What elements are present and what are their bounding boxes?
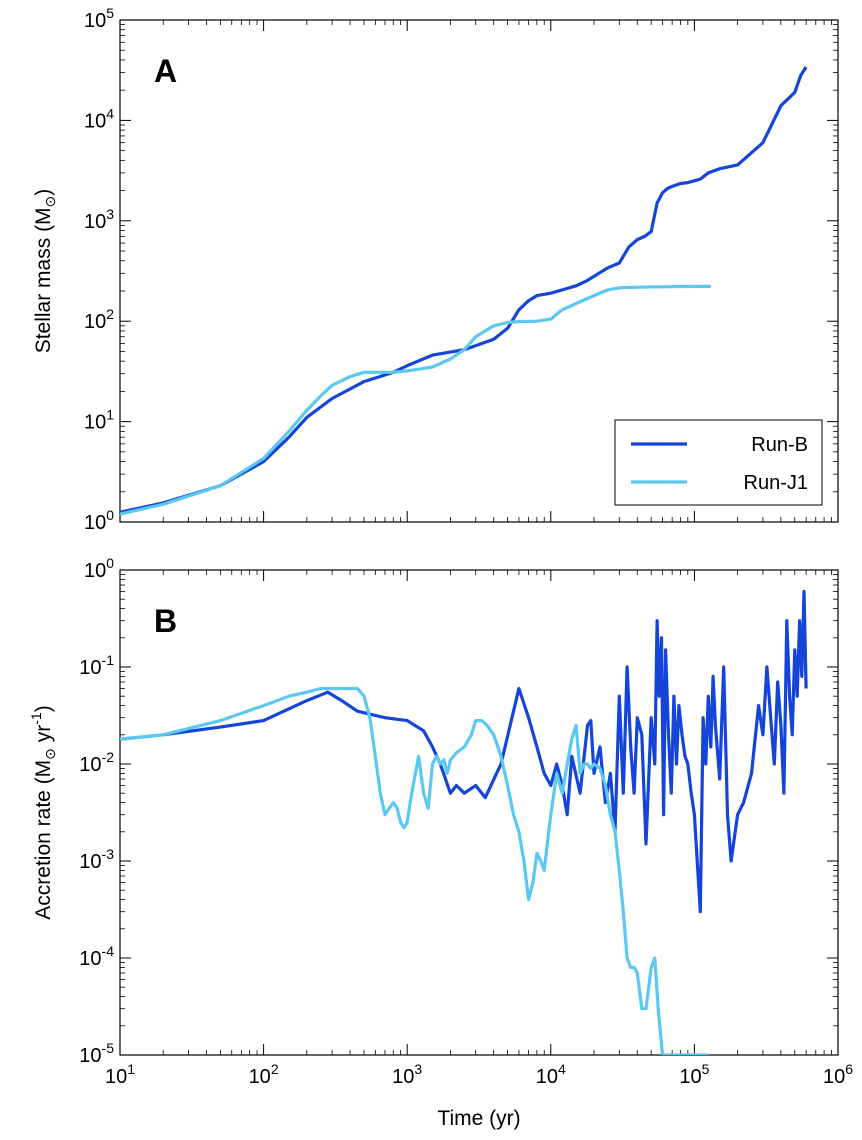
y-tick-exponent: 4 (106, 105, 114, 121)
y-tick-exponent: -5 (102, 1040, 115, 1056)
y-tick-base: 10 (84, 211, 106, 233)
y-tick-label: 101 (84, 407, 114, 434)
y-axis-label-symbol: ⊙ (42, 748, 58, 760)
series-line-run-b (120, 66, 808, 514)
y-tick-exponent: 1 (106, 407, 114, 423)
x-tick-base: 10 (823, 1066, 845, 1088)
x-tick-base: 10 (679, 1066, 701, 1088)
y-tick-label: 100 (84, 507, 114, 534)
y-tick-base: 10 (84, 10, 106, 32)
series-group (120, 66, 808, 516)
y-tick-label: 10-2 (79, 749, 114, 776)
plot-frame (119, 569, 839, 1056)
y-tick-exponent: 0 (106, 507, 114, 523)
y-tick-label: 10-3 (79, 846, 114, 873)
y-tick-base: 10 (79, 754, 101, 776)
y-tick-label: 103 (84, 206, 114, 233)
x-tick-label: 105 (679, 1061, 709, 1088)
y-tick-exponent: -4 (102, 943, 115, 959)
series-line-run-j1 (120, 686, 709, 1055)
y-axis-label: Accretion rate (M⊙ yr-1) (28, 705, 58, 919)
y-tick-base: 10 (84, 560, 106, 582)
y-tick-exponent: -2 (102, 749, 115, 765)
y-axis-label-exponent: -1 (28, 712, 44, 725)
legend-box (614, 419, 823, 506)
y-tick-label: 104 (84, 105, 114, 132)
panel-label: A (154, 53, 177, 89)
y-axis-label-close: ) (32, 705, 55, 712)
y-tick-exponent: 2 (106, 306, 114, 322)
y-tick-label: 10-4 (79, 943, 114, 970)
y-tick-exponent: 5 (106, 5, 114, 21)
x-tick-exponent: 5 (702, 1061, 710, 1077)
plot-frame (119, 19, 839, 523)
x-tick-exponent: 4 (558, 1061, 566, 1077)
y-tick-exponent: -3 (102, 846, 115, 862)
y-tick-exponent: 0 (106, 555, 114, 571)
series-line-run-b (120, 589, 808, 914)
legend: Run-B Run-J1 (614, 419, 823, 506)
y-axis-label-main: Stellar mass (M (32, 207, 55, 353)
panel-label: B (154, 603, 177, 639)
y-tick-exponent: 3 (106, 206, 114, 222)
x-tick-exponent: 1 (127, 1061, 135, 1077)
y-axis-label-main: Accretion rate (M (32, 760, 55, 920)
y-tick-base: 10 (79, 657, 101, 679)
x-tick-base: 10 (536, 1066, 558, 1088)
y-tick-base: 10 (79, 948, 101, 970)
y-tick-label: 102 (84, 306, 114, 333)
x-tick-base: 10 (392, 1066, 414, 1088)
x-tick-label: 101 (105, 1061, 135, 1088)
y-tick-base: 10 (84, 412, 106, 434)
series-line-run-j1 (120, 284, 711, 516)
y-tick-base: 10 (79, 851, 101, 873)
x-axis-label: Time (yr) (437, 1107, 520, 1130)
y-tick-label: 10-1 (79, 652, 114, 679)
x-tick-exponent: 3 (414, 1061, 422, 1077)
x-tick-exponent: 6 (845, 1061, 853, 1077)
x-tick-base: 10 (249, 1066, 271, 1088)
y-tick-base: 10 (84, 512, 106, 534)
x-tick-label: 103 (392, 1061, 422, 1088)
x-tick-label: 104 (536, 1061, 566, 1088)
y-tick-base: 10 (79, 1045, 101, 1067)
y-tick-base: 10 (84, 311, 106, 333)
y-axis-label: Stellar mass (M⊙) (32, 189, 58, 354)
y-axis-label-end: ) (32, 189, 55, 196)
legend-label: Run-J1 (744, 472, 808, 494)
y-tick-label: 10-5 (79, 1040, 114, 1067)
y-tick-base: 10 (84, 110, 106, 132)
series-group (120, 589, 808, 1055)
x-tick-base: 10 (105, 1066, 127, 1088)
x-tick-exponent: 2 (271, 1061, 279, 1077)
x-tick-label: 102 (249, 1061, 279, 1088)
y-axis-label-end: yr (32, 725, 55, 748)
legend-label: Run-B (751, 434, 808, 456)
y-tick-exponent: -1 (102, 652, 115, 668)
y-tick-label: 100 (84, 555, 114, 582)
y-tick-label: 105 (84, 5, 114, 32)
x-tick-label: 106 (823, 1061, 853, 1088)
y-axis-label-symbol: ⊙ (42, 196, 58, 208)
